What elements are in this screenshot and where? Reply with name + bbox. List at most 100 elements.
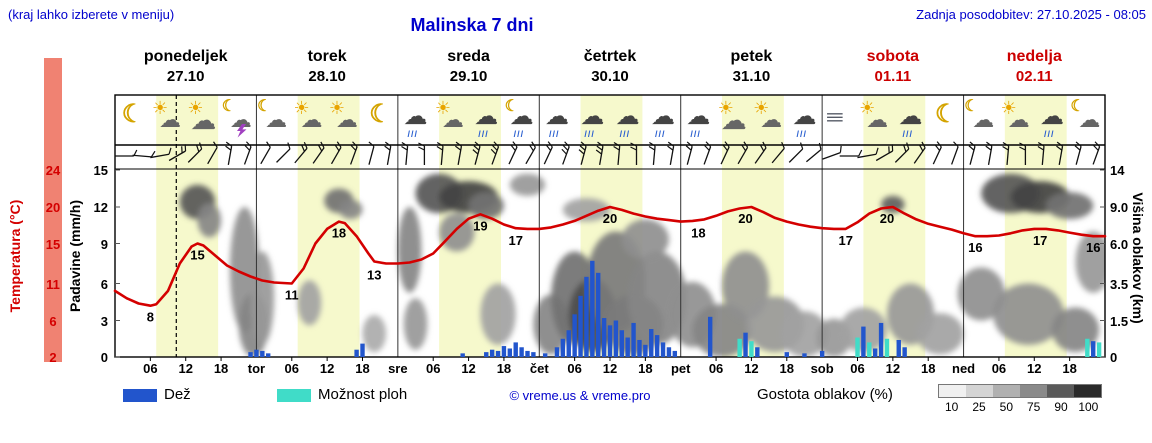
wind-barb: [1002, 142, 1010, 166]
rain-bar: [672, 350, 678, 357]
rain-bar: [578, 295, 583, 357]
wind-barb: [330, 141, 342, 165]
cloud-height-tick: 9.0: [1110, 200, 1129, 215]
day-name: nedelja: [1006, 48, 1062, 65]
temperature-label: 18: [332, 226, 346, 241]
wind-barbs: [114, 141, 1101, 166]
wind-barb: [454, 141, 463, 165]
wind-barb: [207, 141, 218, 165]
wind-barb: [508, 141, 518, 165]
rain-bar: [1091, 341, 1096, 357]
day-date: 27.10: [166, 68, 205, 85]
temperature-tick: 15: [45, 236, 61, 252]
cloud-height-tick: 6.0: [1110, 236, 1129, 252]
day-header: ponedeljek 27.10: [116, 48, 256, 85]
density-segment: [1074, 385, 1101, 397]
precip-tick: 0: [100, 350, 108, 365]
x-hour-label: 18: [213, 361, 229, 376]
day-name: četrtek: [583, 48, 637, 65]
rain-bar: [707, 316, 713, 357]
rain-bar: [643, 344, 648, 357]
temperature-label: 19: [473, 218, 487, 233]
precip-tick: 6: [100, 276, 108, 292]
temperature-label: 20: [738, 211, 752, 226]
rain-bar: [254, 349, 259, 357]
cloud-blob: [621, 219, 669, 260]
wind-barb: [788, 142, 804, 163]
rain-bar: [619, 330, 624, 357]
cloud-blob: [562, 198, 611, 222]
rain-bar: [802, 353, 807, 357]
x-hour-label: 12: [602, 361, 618, 376]
rain-bar: [755, 347, 760, 357]
wind-barb: [401, 142, 409, 166]
temperature-label: 20: [880, 211, 894, 226]
cloud-cover-layer: [179, 173, 1105, 357]
credit-link[interactable]: © vreme.us & vreme.pro: [509, 388, 651, 403]
rain-bar: [525, 350, 530, 357]
wind-barb: [857, 147, 879, 159]
cloud-blob: [197, 203, 222, 238]
x-day-label: sre: [388, 361, 408, 376]
wind-barb: [578, 141, 587, 165]
density-tick-label: 75: [1026, 400, 1041, 414]
day-header: četrtek 30.10: [540, 48, 680, 85]
wind-barb: [1037, 142, 1045, 166]
temperature-label: 17: [1033, 233, 1047, 248]
x-hour-label: 18: [638, 361, 653, 376]
rain-bar: [489, 349, 495, 357]
cloud-blob: [509, 173, 546, 196]
wind-barb: [418, 142, 426, 165]
day-header: petek 31.10: [681, 48, 821, 85]
rain-bar: [266, 353, 271, 357]
day-date: 29.10: [449, 68, 488, 85]
wind-barb: [1056, 141, 1064, 165]
wind-barb: [875, 144, 894, 162]
x-hour-label: 12: [885, 361, 901, 376]
shower-bar: [884, 338, 890, 357]
day-date: 01.11: [874, 68, 912, 85]
cloud-blob: [916, 313, 964, 355]
day-name: sobota: [866, 48, 920, 65]
rain-bar: [596, 272, 601, 357]
wind-barb: [543, 141, 553, 165]
rain-bar: [560, 338, 566, 357]
cloud-blob: [397, 207, 422, 293]
day-date: 02.11: [1015, 68, 1053, 85]
x-hour-label: 18: [1062, 361, 1077, 376]
wind-barb: [472, 141, 481, 165]
rain-bar: [631, 322, 636, 357]
temperature-label: 16: [1086, 240, 1100, 255]
x-hour-label: 12: [1027, 361, 1042, 376]
rain-legend-label: Dež: [164, 386, 191, 403]
density-tick-label: 50: [999, 400, 1013, 414]
wind-barb: [525, 141, 536, 165]
day-name: torek: [307, 48, 347, 65]
x-hour-label: 06: [991, 361, 1007, 376]
shower-bar: [1096, 342, 1102, 357]
wind-barb: [384, 141, 392, 165]
x-hour-label: 18: [355, 361, 370, 376]
x-hour-label: 06: [567, 361, 582, 376]
cloud-density-label: Gostota oblakov (%): [757, 386, 893, 403]
wind-barb: [243, 141, 252, 165]
wind-barb: [667, 141, 675, 165]
temperature-label: 17: [508, 233, 522, 248]
x-day-label: sob: [810, 361, 834, 376]
rain-bar: [878, 322, 884, 357]
rain-bar: [354, 349, 359, 357]
density-tick-label: 10: [944, 400, 959, 414]
wind-barb: [1019, 142, 1027, 165]
wind-barb: [968, 141, 976, 165]
wind-barb: [648, 142, 656, 166]
wind-barb: [595, 141, 604, 165]
wind-barb: [368, 141, 375, 165]
wind-barb: [894, 142, 910, 163]
temperature-axis-strip: [44, 58, 62, 362]
cloud-height-tick: 14: [1110, 163, 1125, 178]
temperature-tick: 11: [46, 276, 60, 292]
temperature-label: 11: [285, 288, 299, 303]
wind-barb: [805, 142, 822, 163]
temperature-tick: 20: [45, 200, 61, 215]
rain-bar: [584, 276, 589, 357]
